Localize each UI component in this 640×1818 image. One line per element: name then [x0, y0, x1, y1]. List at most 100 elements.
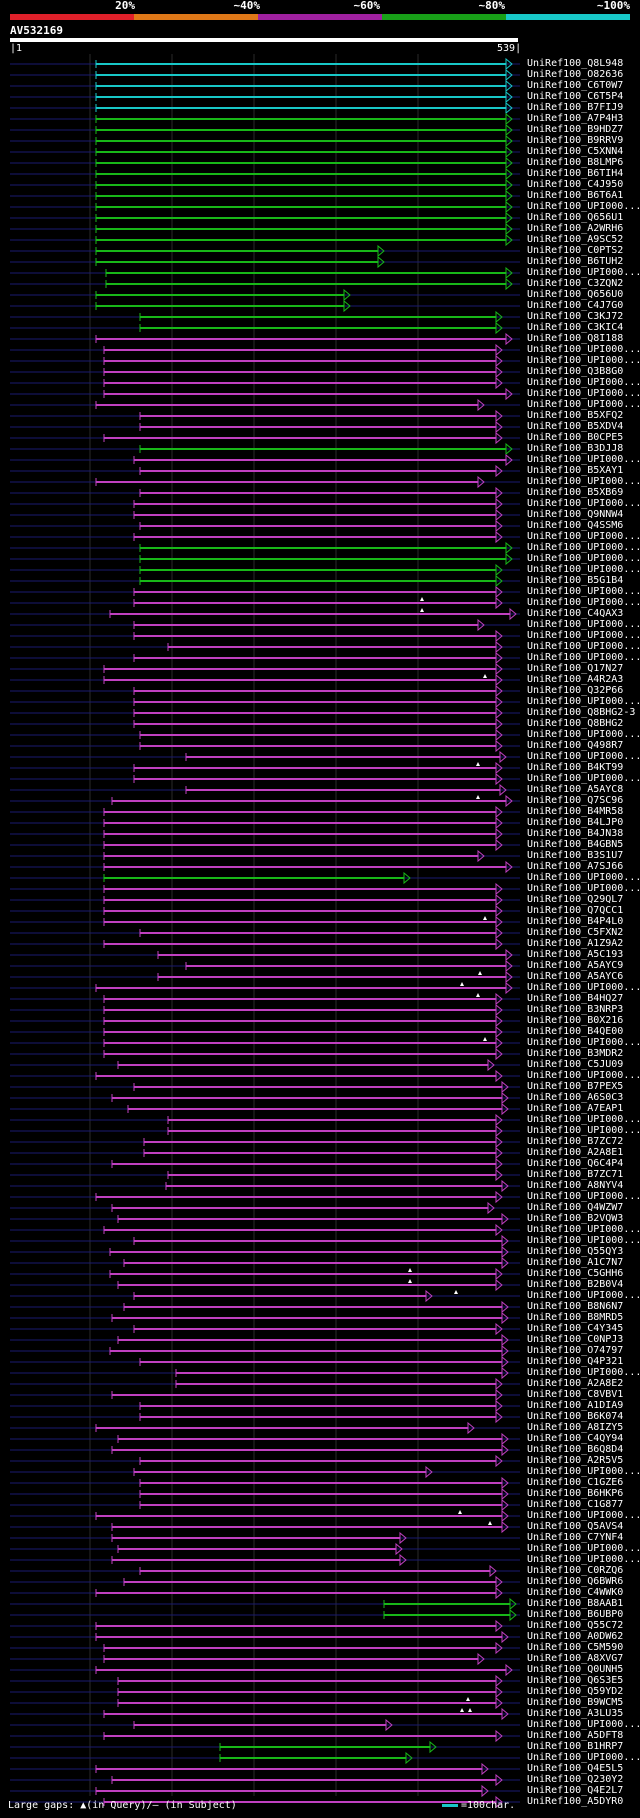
- hit-link[interactable]: UniRef100_Q7QCC1: [527, 905, 624, 916]
- hit-link[interactable]: UniRef100_C4QY94: [527, 1433, 624, 1444]
- hit-link[interactable]: UniRef100_B9RRV9: [527, 135, 624, 146]
- hit-link[interactable]: UniRef100_UPI000...: [527, 619, 640, 630]
- hit-link[interactable]: UniRef100_B2B0V4: [527, 1279, 624, 1290]
- hit-link[interactable]: UniRef100_Q8BHG2-3: [527, 707, 636, 718]
- hit-link[interactable]: UniRef100_UPI000...: [527, 1191, 640, 1202]
- hit-link[interactable]: UniRef100_UPI000...: [527, 652, 640, 663]
- hit-link[interactable]: UniRef100_Q17N27: [527, 663, 624, 674]
- hit-link[interactable]: UniRef100_C5JU09: [527, 1059, 624, 1070]
- hit-link[interactable]: UniRef100_UPI000...: [527, 883, 640, 894]
- hit-link[interactable]: UniRef100_B4GBN5: [527, 839, 624, 850]
- hit-link[interactable]: UniRef100_A9SC52: [527, 234, 624, 245]
- hit-link[interactable]: UniRef100_UPI000...: [527, 586, 640, 597]
- hit-link[interactable]: UniRef100_UPI000...: [527, 1070, 640, 1081]
- hit-link[interactable]: UniRef100_Q5AVS4: [527, 1521, 624, 1532]
- hit-link[interactable]: UniRef100_O74797: [527, 1345, 624, 1356]
- hit-link[interactable]: UniRef100_B9WCM5: [527, 1697, 624, 1708]
- hit-link[interactable]: UniRef100_Q4P321: [527, 1356, 624, 1367]
- hit-link[interactable]: UniRef100_UPI000...: [527, 597, 640, 608]
- hit-link[interactable]: UniRef100_UPI000...: [527, 377, 640, 388]
- hit-link[interactable]: UniRef100_A5DYR0: [527, 1796, 624, 1807]
- hit-link[interactable]: UniRef100_UPI000...: [527, 1224, 640, 1235]
- hit-link[interactable]: UniRef100_C4J950: [527, 179, 624, 190]
- hit-link[interactable]: UniRef100_UPI000...: [527, 1543, 640, 1554]
- hit-link[interactable]: UniRef100_UPI000...: [527, 399, 640, 410]
- hit-link[interactable]: UniRef100_UPI000...: [527, 1114, 640, 1125]
- hit-link[interactable]: UniRef100_A1C7N7: [527, 1257, 624, 1268]
- hit-link[interactable]: UniRef100_C4WWK0: [527, 1587, 624, 1598]
- hit-link[interactable]: UniRef100_A5AYC6: [527, 971, 624, 982]
- hit-link[interactable]: UniRef100_UPI000...: [527, 388, 640, 399]
- hit-link[interactable]: UniRef100_C3ZQN2: [527, 278, 624, 289]
- hit-link[interactable]: UniRef100_UPI000...: [527, 1752, 640, 1763]
- hit-link[interactable]: UniRef100_C6T0W7: [527, 80, 624, 91]
- hit-link[interactable]: UniRef100_A8NYV4: [527, 1180, 624, 1191]
- hit-link[interactable]: UniRef100_Q8L948: [527, 58, 624, 69]
- hit-link[interactable]: UniRef100_B4MR58: [527, 806, 624, 817]
- hit-link[interactable]: UniRef100_Q6C4P4: [527, 1158, 624, 1169]
- hit-link[interactable]: UniRef100_B7FIJ9: [527, 102, 624, 113]
- hit-link[interactable]: UniRef100_A2R5V5: [527, 1455, 624, 1466]
- hit-link[interactable]: UniRef100_UPI000...: [527, 355, 640, 366]
- hit-link[interactable]: UniRef100_C5GHH6: [527, 1268, 624, 1279]
- hit-link[interactable]: UniRef100_B7ZC72: [527, 1136, 624, 1147]
- hit-link[interactable]: UniRef100_A7EAP1: [527, 1103, 624, 1114]
- hit-link[interactable]: UniRef100_C0NPJ3: [527, 1334, 624, 1345]
- hit-link[interactable]: UniRef100_A1Z9A2: [527, 938, 624, 949]
- hit-link[interactable]: UniRef100_B4QE00: [527, 1026, 624, 1037]
- hit-link[interactable]: UniRef100_B5XB69: [527, 487, 624, 498]
- hit-link[interactable]: UniRef100_C5FXN2: [527, 927, 624, 938]
- hit-link[interactable]: UniRef100_B4P4L0: [527, 916, 624, 927]
- hit-link[interactable]: UniRef100_Q656U0: [527, 289, 624, 300]
- hit-link[interactable]: UniRef100_C4QAX3: [527, 608, 624, 619]
- hit-link[interactable]: UniRef100_B4KT99: [527, 762, 624, 773]
- hit-link[interactable]: UniRef100_UPI000...: [527, 1290, 640, 1301]
- hit-link[interactable]: UniRef100_Q656U1: [527, 212, 624, 223]
- hit-link[interactable]: UniRef100_UPI000...: [527, 542, 640, 553]
- hit-link[interactable]: UniRef100_Q8BHG2: [527, 718, 624, 729]
- hit-link[interactable]: UniRef100_C5M590: [527, 1642, 624, 1653]
- hit-link[interactable]: UniRef100_B1HRP7: [527, 1741, 624, 1752]
- hit-link[interactable]: UniRef100_UPI000...: [527, 553, 640, 564]
- hit-link[interactable]: UniRef100_Q6BWR6: [527, 1576, 624, 1587]
- hit-link[interactable]: UniRef100_C8VBV1: [527, 1389, 624, 1400]
- hit-link[interactable]: UniRef100_Q29QL7: [527, 894, 624, 905]
- hit-link[interactable]: UniRef100_UPI000...: [527, 267, 640, 278]
- hit-link[interactable]: UniRef100_B3NRP3: [527, 1004, 624, 1015]
- hit-link[interactable]: UniRef100_B7PEX5: [527, 1081, 624, 1092]
- hit-link[interactable]: UniRef100_B2VQW3: [527, 1213, 624, 1224]
- hit-link[interactable]: UniRef100_Q7SC96: [527, 795, 624, 806]
- hit-link[interactable]: UniRef100_Q55C72: [527, 1620, 624, 1631]
- hit-link[interactable]: UniRef100_C1G877: [527, 1499, 624, 1510]
- hit-link[interactable]: UniRef100_Q498R7: [527, 740, 624, 751]
- hit-link[interactable]: UniRef100_Q55QY3: [527, 1246, 624, 1257]
- hit-link[interactable]: UniRef100_B6K074: [527, 1411, 624, 1422]
- hit-link[interactable]: UniRef100_UPI000...: [527, 201, 640, 212]
- hit-link[interactable]: UniRef100_UPI000...: [527, 696, 640, 707]
- hit-link[interactable]: UniRef100_UPI000...: [527, 641, 640, 652]
- hit-link[interactable]: UniRef100_A2A8E2: [527, 1378, 624, 1389]
- hit-link[interactable]: UniRef100_A3LU35: [527, 1708, 624, 1719]
- hit-link[interactable]: UniRef100_B6T6A1: [527, 190, 624, 201]
- hit-link[interactable]: UniRef100_Q32P66: [527, 685, 624, 696]
- hit-link[interactable]: UniRef100_Q3B8G0: [527, 366, 624, 377]
- hit-link[interactable]: UniRef100_B6TIH4: [527, 168, 624, 179]
- hit-link[interactable]: UniRef100_B6Q8D4: [527, 1444, 624, 1455]
- hit-link[interactable]: UniRef100_A0DW62: [527, 1631, 624, 1642]
- hit-link[interactable]: UniRef100_Q4E2L7: [527, 1785, 624, 1796]
- hit-link[interactable]: UniRef100_C4Y345: [527, 1323, 624, 1334]
- hit-link[interactable]: UniRef100_B4LJP0: [527, 817, 624, 828]
- hit-link[interactable]: UniRef100_B8N6N7: [527, 1301, 624, 1312]
- hit-link[interactable]: UniRef100_B5XFQ2: [527, 410, 624, 421]
- hit-link[interactable]: UniRef100_UPI000...: [527, 729, 640, 740]
- hit-link[interactable]: UniRef100_B3MDR2: [527, 1048, 624, 1059]
- hit-link[interactable]: UniRef100_A8XVG7: [527, 1653, 624, 1664]
- hit-link[interactable]: UniRef100_A5AYC9: [527, 960, 624, 971]
- hit-link[interactable]: UniRef100_B0X216: [527, 1015, 624, 1026]
- hit-link[interactable]: UniRef100_UPI000...: [527, 1367, 640, 1378]
- hit-link[interactable]: UniRef100_C0RZQ6: [527, 1565, 624, 1576]
- hit-link[interactable]: UniRef100_UPI000...: [527, 476, 640, 487]
- hit-link[interactable]: UniRef100_UPI000...: [527, 498, 640, 509]
- hit-link[interactable]: UniRef100_B5XAY1: [527, 465, 624, 476]
- hit-link[interactable]: UniRef100_UPI000...: [527, 773, 640, 784]
